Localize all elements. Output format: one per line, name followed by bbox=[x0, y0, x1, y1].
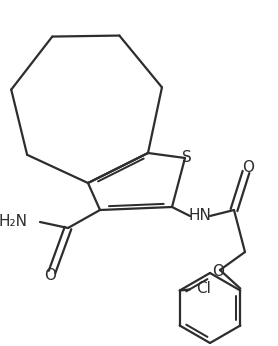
Text: H₂N: H₂N bbox=[0, 215, 28, 229]
Text: HN: HN bbox=[188, 209, 212, 224]
Text: Cl: Cl bbox=[196, 281, 210, 296]
Text: S: S bbox=[182, 151, 192, 165]
Text: O: O bbox=[212, 264, 224, 280]
Text: O: O bbox=[242, 160, 254, 174]
Text: O: O bbox=[44, 268, 56, 283]
